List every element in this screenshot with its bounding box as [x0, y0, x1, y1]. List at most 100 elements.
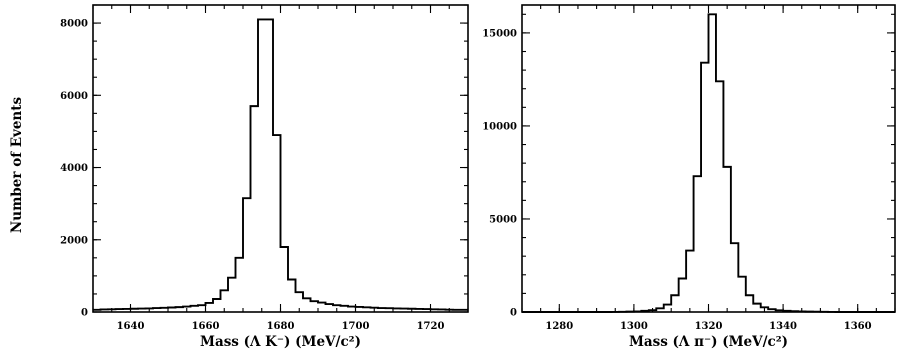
- left-histogram-bin: [386, 308, 394, 312]
- right-histogram-bin: [649, 310, 656, 312]
- left-histogram-bin: [303, 298, 311, 312]
- left-x-tick-label: 1700: [342, 321, 370, 332]
- left-histogram-bin: [243, 198, 251, 312]
- left-histogram-bin: [423, 309, 431, 312]
- left-histogram-bin: [341, 306, 349, 312]
- left-histogram-bin: [356, 307, 364, 312]
- right-histogram-bin: [701, 63, 708, 312]
- right-histogram-bin: [761, 307, 768, 312]
- left-x-tick-label: 1660: [192, 321, 220, 332]
- left-histogram-bin: [453, 310, 461, 312]
- left-histogram-bin: [168, 307, 176, 312]
- left-histogram-bin: [258, 19, 266, 312]
- right-y-tick-label: 5000: [489, 214, 517, 225]
- right-x-tick-label: 1340: [769, 321, 797, 332]
- left-histogram-bin: [213, 299, 221, 312]
- left-histogram-bin: [198, 305, 206, 312]
- left-histogram-bin: [446, 310, 454, 312]
- left-histogram-bin: [146, 308, 154, 312]
- right-histogram-series: [522, 13, 895, 313]
- left-histogram-bin: [191, 306, 199, 312]
- right-histogram-bin: [798, 311, 805, 312]
- left-chart-panel: 1640 1660 1680 1700 1720 0 2000 4000 6000 8000 Mas…: [60, 4, 469, 350]
- left-histogram-bin: [333, 305, 341, 312]
- right-chart-xlabel: Mass (Λ π⁻) (MeV/c²): [629, 334, 788, 350]
- left-histogram-bin: [273, 135, 281, 312]
- left-histogram-bin: [176, 307, 184, 312]
- left-histogram-bin: [288, 279, 296, 312]
- right-histogram-bin: [768, 309, 775, 312]
- left-histogram-bin: [153, 308, 161, 312]
- left-histogram-bin: [108, 309, 116, 312]
- left-histogram-bin: [401, 309, 409, 312]
- left-histogram-bin: [183, 307, 191, 312]
- left-histogram-bin: [296, 292, 304, 312]
- right-x-tick-label: 1280: [545, 321, 573, 332]
- left-histogram-bin: [326, 304, 334, 312]
- left-y-tick-label: 8000: [60, 19, 88, 30]
- left-histogram-bin: [281, 247, 289, 312]
- right-histogram-bin: [738, 277, 745, 312]
- left-y-tick-label: 4000: [60, 163, 88, 174]
- right-histogram-bin: [679, 279, 686, 312]
- left-histogram-bin: [363, 307, 371, 312]
- left-histogram-bin: [266, 19, 274, 312]
- left-y-tick-label: 2000: [60, 235, 88, 246]
- left-x-tick-label: 1640: [117, 321, 145, 332]
- left-x-tick-label: 1720: [417, 321, 445, 332]
- right-histogram-bin: [634, 311, 641, 312]
- left-histogram-bin: [206, 303, 214, 312]
- right-y-tick-label: 0: [510, 308, 517, 319]
- right-x-tick-label: 1320: [695, 321, 723, 332]
- left-histogram-bin: [131, 309, 139, 312]
- right-histogram-bin: [753, 304, 760, 312]
- left-histogram-bin: [236, 258, 244, 312]
- right-x-tick-label: 1300: [620, 321, 648, 332]
- right-histogram-bin: [746, 295, 753, 312]
- left-histogram-bin: [318, 303, 326, 312]
- left-x-tick-label: 1680: [267, 321, 295, 332]
- left-histogram-bin: [393, 308, 401, 312]
- right-histogram-bin: [709, 14, 716, 312]
- right-histogram-bin: [731, 243, 738, 312]
- right-histogram-bin: [641, 311, 648, 312]
- right-histogram-bin: [664, 305, 671, 312]
- left-histogram-bin: [461, 310, 469, 312]
- left-histogram-bin: [371, 308, 379, 312]
- right-histogram-bin: [694, 176, 701, 312]
- left-chart-xlabel: Mass (Λ K⁻) (MeV/c²): [200, 334, 361, 350]
- left-histogram-bin: [408, 309, 416, 312]
- right-y-tick-label: 10000: [482, 121, 517, 132]
- right-histogram-bin: [671, 295, 678, 312]
- left-histogram-bin: [416, 309, 424, 312]
- right-histogram-bin: [723, 167, 730, 312]
- left-histogram-bin: [251, 106, 259, 312]
- left-histogram-bin: [101, 309, 109, 312]
- left-histogram-bin: [228, 278, 236, 312]
- left-histogram-bin: [93, 310, 101, 312]
- right-histogram-bin: [783, 311, 790, 312]
- left-histogram-bin: [438, 309, 446, 312]
- right-chart-panel: 1280 1300 1320 1340 1360 0 5000 10000 15000 Mass …: [482, 4, 896, 350]
- right-histogram-bin: [686, 251, 693, 312]
- left-histogram-bin: [138, 309, 146, 312]
- right-histogram-bin: [776, 310, 783, 312]
- left-histogram-bin: [221, 290, 229, 312]
- left-chart-ylabel: Number of Events: [9, 97, 25, 234]
- left-histogram-bin: [123, 309, 131, 312]
- left-y-tick-label: 6000: [60, 91, 88, 102]
- left-histogram-bin: [431, 309, 439, 312]
- right-x-tick-label: 1360: [844, 321, 872, 332]
- right-histogram-bin: [791, 311, 798, 312]
- left-histogram-bin: [378, 308, 386, 312]
- right-histogram-bin: [656, 308, 663, 312]
- right-histogram-bin: [716, 81, 723, 312]
- left-y-tick-label: 0: [81, 308, 88, 319]
- left-histogram-bin: [311, 301, 319, 312]
- left-histogram-bin: [161, 308, 169, 312]
- left-histogram-series: [93, 18, 468, 311]
- left-histogram-bin: [116, 309, 124, 312]
- left-histogram-bin: [348, 307, 356, 312]
- right-y-tick-label: 15000: [482, 28, 517, 39]
